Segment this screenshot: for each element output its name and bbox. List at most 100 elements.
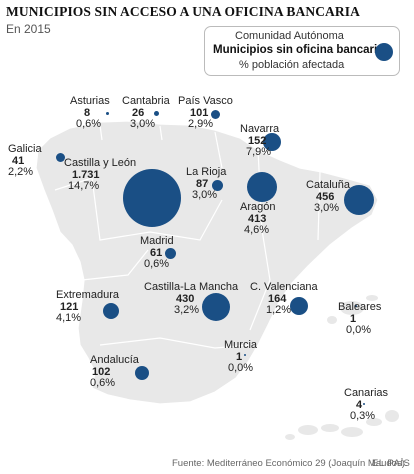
bubble-navarra bbox=[263, 133, 281, 151]
region-value: 61 bbox=[150, 246, 163, 259]
bubble-c-valenciana bbox=[290, 297, 308, 315]
bubble-asturias bbox=[105, 111, 109, 115]
legend: Comunidad Autónoma Municipios sin oficin… bbox=[204, 26, 400, 76]
label-cataluna: Cataluña 456 3,0% bbox=[306, 179, 351, 215]
region-pct: 2,9% bbox=[188, 118, 214, 130]
region-value: 456 bbox=[316, 190, 335, 203]
bubble-pais-vasco bbox=[210, 109, 220, 119]
island-menorca bbox=[366, 295, 378, 301]
region-border-line bbox=[214, 131, 223, 169]
label-canarias: Canarias 4 0,3% bbox=[344, 387, 389, 423]
label-castilla-mancha: Castilla-La Mancha 430 3,2% bbox=[144, 281, 239, 317]
region-pct: 2,2% bbox=[8, 166, 34, 178]
region-pct: 3,0% bbox=[314, 202, 340, 214]
region-border-line bbox=[99, 337, 216, 349]
region-border-line bbox=[214, 344, 251, 349]
label-asturias: Asturias 8 0,6% bbox=[70, 95, 110, 131]
bubble-aragon bbox=[247, 172, 277, 202]
region-name: Aragón bbox=[240, 201, 276, 213]
canary-island bbox=[321, 424, 339, 432]
map-title: MUNICIPIOS SIN ACCESO A UNA OFICINA BANC… bbox=[6, 4, 360, 19]
region-pct: 1,2% bbox=[266, 304, 292, 316]
region-border-line bbox=[81, 249, 149, 281]
region-name: Andalucía bbox=[90, 354, 139, 366]
legend-value-label: Municipios sin oficina bancaria bbox=[213, 44, 384, 56]
legend-region-label: Comunidad Autónoma bbox=[235, 30, 344, 42]
region-value: 430 bbox=[176, 292, 195, 305]
region-name: Murcia bbox=[224, 339, 258, 351]
region-border-line bbox=[249, 229, 271, 331]
region-pct: 0,6% bbox=[90, 377, 116, 389]
bubble-baleares bbox=[355, 305, 357, 307]
balearic-islands bbox=[327, 295, 378, 324]
region-border-line bbox=[99, 124, 103, 141]
region-value: 1.731 bbox=[72, 168, 100, 181]
bubble-la-rioja bbox=[212, 180, 223, 191]
region-name: Galicia bbox=[8, 143, 42, 155]
region-pct: 3,0% bbox=[130, 118, 156, 130]
region-pct: 0,0% bbox=[346, 324, 372, 336]
label-la-rioja: La Rioja 87 3,0% bbox=[186, 166, 226, 202]
bubble-madrid bbox=[165, 248, 176, 259]
brand-logo: EL PAÍS bbox=[372, 458, 411, 469]
region-name: Baleares bbox=[338, 301, 382, 313]
region-border-line bbox=[317, 171, 321, 241]
region-value: 87 bbox=[196, 177, 209, 190]
bubble-murcia bbox=[244, 354, 246, 356]
source-note: Fuente: Mediterráneo Económico 29 (Joaqu… bbox=[172, 458, 408, 469]
region-value: 8 bbox=[84, 106, 91, 119]
map-subtitle: En 2015 bbox=[6, 22, 51, 36]
region-pct: 14,7% bbox=[68, 180, 100, 192]
region-pct: 7,9% bbox=[246, 146, 272, 158]
region-name: Cataluña bbox=[306, 179, 351, 191]
region-name: Asturias bbox=[70, 95, 110, 107]
region-value: 1 bbox=[236, 350, 243, 363]
island-ibiza bbox=[327, 316, 337, 324]
region-value: 26 bbox=[132, 106, 145, 119]
bubble-cataluna bbox=[344, 185, 374, 215]
region-border-line bbox=[54, 177, 93, 191]
bubble-andalucia bbox=[135, 366, 149, 380]
canary-island bbox=[366, 418, 382, 426]
region-value: 1 bbox=[350, 312, 357, 325]
region-name: Canarias bbox=[344, 387, 389, 399]
mainland-outline bbox=[35, 120, 379, 405]
region-value: 164 bbox=[268, 292, 287, 305]
region-value: 4 bbox=[356, 398, 363, 411]
region-pct: 4,6% bbox=[244, 224, 270, 236]
spain-mainland bbox=[35, 120, 379, 405]
canary-island bbox=[298, 425, 318, 435]
bubble-extremadura bbox=[103, 303, 119, 319]
region-pct: 4,1% bbox=[56, 312, 82, 324]
island-mallorca bbox=[340, 301, 364, 315]
region-pct: 0,6% bbox=[76, 118, 102, 130]
region-value: 121 bbox=[60, 300, 79, 313]
bubble-galicia bbox=[56, 153, 65, 162]
label-extremadura: Extremadura 121 4,1% bbox=[56, 289, 119, 325]
region-name: C. Valenciana bbox=[250, 281, 318, 293]
region-border-line bbox=[91, 177, 223, 241]
region-pct: 0,3% bbox=[350, 410, 376, 422]
legend-pct-label: % población afectada bbox=[239, 59, 345, 71]
region-value: 413 bbox=[248, 212, 267, 225]
region-value: 152 bbox=[248, 134, 267, 147]
region-pct: 3,0% bbox=[192, 189, 218, 201]
canary-island bbox=[385, 410, 399, 422]
region-value: 41 bbox=[12, 154, 25, 167]
region-pct: 0,6% bbox=[144, 258, 170, 270]
canary-islands bbox=[285, 410, 399, 440]
bubble-castilla-leon bbox=[123, 169, 181, 227]
label-navarra: Navarra 152 7,9% bbox=[240, 123, 279, 159]
label-madrid: Madrid 61 0,6% bbox=[140, 235, 174, 271]
label-cantabria: Cantabria 26 3,0% bbox=[122, 95, 170, 131]
bubble-cantabria bbox=[154, 111, 159, 116]
bubble-canarias bbox=[363, 403, 365, 405]
label-galicia: Galicia 41 2,2% bbox=[8, 143, 42, 179]
region-name: Castilla y León bbox=[64, 157, 137, 169]
region-name: Cantabria bbox=[122, 95, 170, 107]
label-baleares: Baleares 1 0,0% bbox=[338, 301, 382, 337]
region-value: 101 bbox=[190, 106, 209, 119]
canary-island bbox=[341, 427, 363, 437]
region-name: Castilla-La Mancha bbox=[144, 281, 239, 293]
